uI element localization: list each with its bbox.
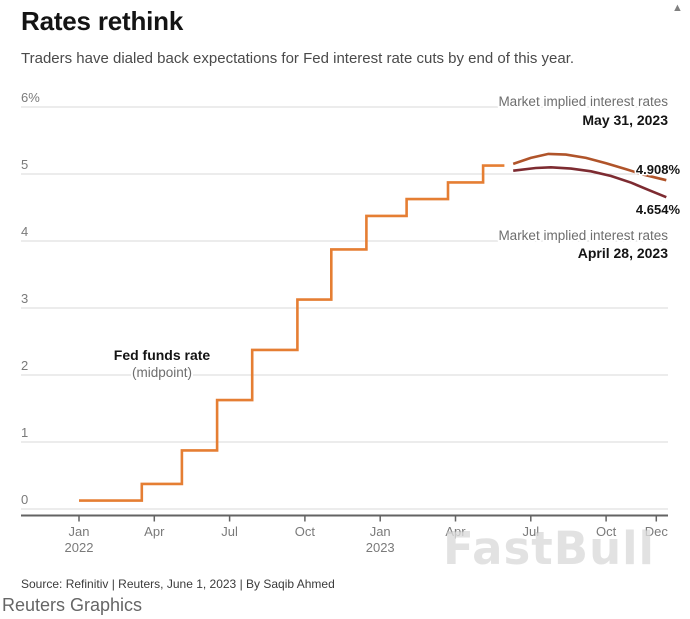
y-tick-label: 1 xyxy=(21,425,28,440)
annotation-may-date: May 31, 2023 xyxy=(582,112,668,128)
y-tick-label: 3 xyxy=(21,291,28,306)
y-tick-label: 6% xyxy=(21,90,40,105)
series-line-2 xyxy=(513,165,667,199)
series-line-0 xyxy=(79,164,505,502)
fed-funds-midpoint-label: (midpoint) xyxy=(132,365,192,380)
x-tick-year: 2022 xyxy=(65,540,94,555)
reuters-graphics-credit: Reuters Graphics xyxy=(2,595,143,615)
may-end-value-label: 4.908% xyxy=(636,162,681,177)
y-tick-label: 5 xyxy=(21,157,28,172)
x-tick-label: Jan xyxy=(69,524,90,539)
annotation-apr-date: April 28, 2023 xyxy=(578,245,668,261)
x-tick-label: Jul xyxy=(221,524,238,539)
y-axis-labels: 6% 5 4 3 2 1 0 xyxy=(21,90,40,507)
y-tick-label: 2 xyxy=(21,358,28,373)
annotation-apr-series-label: Market implied interest rates xyxy=(498,228,668,243)
x-tick-label: Oct xyxy=(295,524,316,539)
x-tick-label: Jul xyxy=(522,524,539,539)
source-attribution: Source: Refinitiv | Reuters, June 1, 202… xyxy=(21,577,335,591)
series-line-1 xyxy=(512,152,667,182)
x-tick-label: Apr xyxy=(144,524,165,539)
x-tick-label: Dec xyxy=(645,524,669,539)
page-title: Rates rethink xyxy=(21,6,184,36)
fed-funds-rate-label: Fed funds rate xyxy=(114,347,211,363)
x-tick-label: Jan xyxy=(370,524,391,539)
chart-lines xyxy=(79,152,667,502)
y-tick-label: 4 xyxy=(21,224,28,239)
x-tick-label: Oct xyxy=(596,524,617,539)
apr-end-value-label: 4.654% xyxy=(636,202,681,217)
annotation-may-series-label: Market implied interest rates xyxy=(498,94,668,109)
chart-subtitle: Traders have dialed back expectations fo… xyxy=(21,50,575,67)
y-tick-label: 0 xyxy=(21,492,28,507)
gridlines xyxy=(21,106,668,510)
x-tick-year: 2023 xyxy=(366,540,395,555)
scroll-to-top-icon[interactable]: ▲ xyxy=(672,2,683,14)
x-tick-label: Apr xyxy=(445,524,466,539)
x-axis xyxy=(21,514,668,522)
